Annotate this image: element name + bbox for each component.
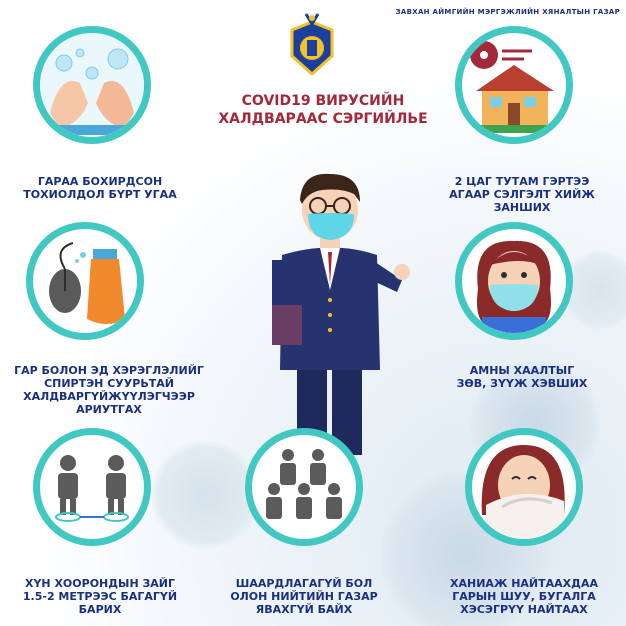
cough-elbow-icon	[481, 445, 565, 539]
page-title: COVID19 ВИРУСИЙН ХАЛДВАРААС СЭРГИЙЛЬЕ	[218, 93, 428, 127]
organization-name: ЗАВХАН АЙМГИЙН МЭРГЭЖЛИЙН ХЯНАЛТЫН ГАЗАР	[395, 8, 620, 16]
hand-washing-icon	[40, 33, 144, 137]
social-distance-icon	[55, 455, 129, 522]
hand-washing-circle	[33, 26, 151, 144]
cough-elbow-circle	[465, 428, 583, 546]
tip-label-house-ventilation: 2 ЦАГ ТУТАМ ГЭРТЭЭ АГААР СЭЛГЭЛТ ХИЙЖ ЗА…	[449, 175, 595, 214]
crowd-icon	[266, 449, 342, 519]
house-ventilation-icon	[468, 41, 560, 133]
crowd-circle	[245, 428, 363, 546]
tip-label-disinfect: ГАР БОЛОН ЭД ХЭРЭГЛЭЛИЙГ СПИРТЭН СУУРЬТА…	[14, 364, 204, 416]
tip-label-cough: ХАНИАЖ НАЙТААХДАА ГАРЫН ШУУ, БУГАЛГА ХЭС…	[450, 577, 598, 616]
tip-label-hand-washing: ГАРАА БОХИРДСОН ТОХИОЛДОЛ БҮРТ УГАА	[23, 175, 177, 201]
virus-decoration	[150, 440, 260, 550]
disinfect-spray-icon	[49, 242, 125, 324]
face-mask-girl-icon	[477, 240, 551, 333]
face-mask-circle	[455, 222, 573, 340]
emblem-logo	[286, 10, 338, 78]
disinfect-spray-circle	[26, 222, 144, 340]
tip-label-crowd: ШААРДЛАГАГҮЙ БОЛ ОЛОН НИЙТИЙН ГАЗАР ЯВАХ…	[230, 577, 378, 616]
tip-label-face-mask: АМНЫ ХААЛТЫГ ЗӨВ, ЗҮҮЖ ХЭВШИХ	[456, 364, 588, 390]
officer-illustration	[262, 160, 412, 460]
social-distance-circle	[33, 428, 151, 546]
tip-label-social-distance: ХҮН ХООРОНДЫН ЗАЙГ 1.5-2 МЕТРЭЭС БАГАГҮЙ…	[22, 577, 178, 616]
house-ventilation-circle	[455, 26, 573, 144]
